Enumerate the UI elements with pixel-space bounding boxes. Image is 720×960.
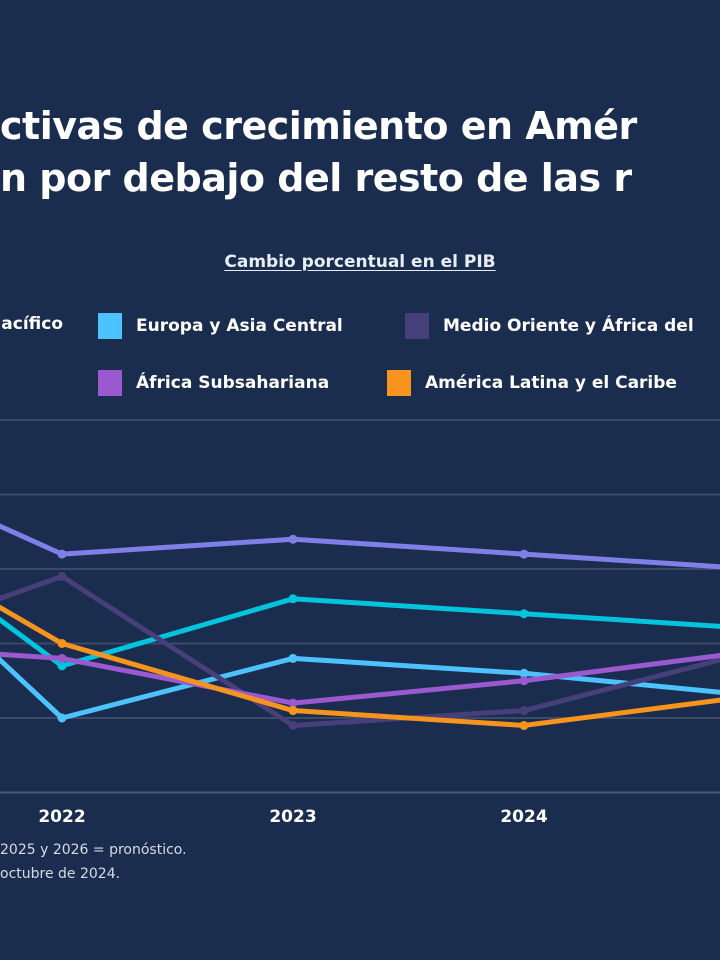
data-point <box>57 653 67 663</box>
x-tick-label: 2024 <box>500 807 547 827</box>
data-point <box>288 698 298 708</box>
data-point <box>57 661 67 671</box>
data-point <box>519 676 529 686</box>
legend-item-medio-oriente: Medio Oriente y África del <box>405 313 694 339</box>
title-line-1: ctivas de crecimiento en Amér <box>0 104 637 148</box>
footnote-forecast: 2025 y 2026 = pronóstico. <box>0 842 187 858</box>
legend-item-africa-subsahariana: África Subsahariana <box>98 370 329 396</box>
legend-item-asia-pacifico: acífico <box>1 314 63 334</box>
title-line-2: n por debajo del resto de las r <box>0 156 632 200</box>
legend-item-europa: Europa y Asia Central <box>98 313 343 339</box>
footnote-source: octubre de 2024. <box>0 866 121 882</box>
data-point <box>288 594 298 604</box>
data-point <box>519 549 529 559</box>
legend-swatch <box>98 313 122 339</box>
legend-swatch <box>98 370 122 396</box>
data-point <box>57 549 67 559</box>
series-line-0 <box>0 523 720 570</box>
data-point <box>288 706 298 716</box>
chart-title: ctivas de crecimiento en Amér n por deba… <box>0 100 637 204</box>
data-point <box>519 720 529 730</box>
data-point <box>57 639 67 648</box>
legend-swatch <box>387 370 411 396</box>
legend-swatch <box>405 313 429 339</box>
data-point <box>519 706 529 716</box>
x-tick-label: 2023 <box>269 807 316 827</box>
legend-item-america-latina: América Latina y el Caribe <box>387 370 677 396</box>
chart-subtitle: Cambio porcentual en el PIB <box>224 252 496 272</box>
data-point <box>288 653 298 663</box>
series-line-1 <box>0 596 720 669</box>
data-point <box>288 720 298 730</box>
data-point <box>57 571 67 581</box>
data-point <box>57 713 67 723</box>
x-tick-label: 2022 <box>38 807 85 827</box>
data-point <box>288 534 298 544</box>
data-point <box>519 609 529 619</box>
data-point <box>519 668 529 678</box>
